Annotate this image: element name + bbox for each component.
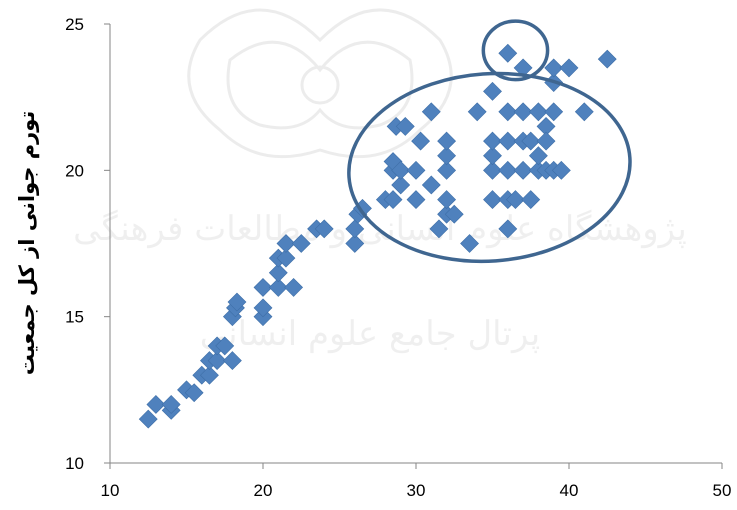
y-tick-label: 10 (65, 454, 84, 473)
data-point (544, 102, 564, 122)
watermark-text-2: پرتال جامع علوم انسانی (200, 314, 540, 354)
data-point (467, 102, 487, 122)
data-point (284, 277, 304, 297)
data-point (222, 351, 242, 370)
data-point (253, 277, 273, 297)
data-point (437, 146, 457, 166)
data-point (314, 219, 334, 239)
data-point (513, 58, 533, 78)
data-point (551, 160, 571, 180)
data-point (138, 409, 158, 429)
data-point (498, 102, 518, 122)
data-point (483, 160, 502, 180)
y-tick-label: 20 (65, 161, 84, 180)
x-tick-label: 10 (101, 481, 120, 500)
data-point (536, 131, 556, 151)
y-tick-label: 15 (65, 308, 84, 327)
highlight-circle-small (481, 19, 550, 82)
data-point (383, 190, 403, 210)
data-point (406, 190, 426, 210)
data-point (268, 263, 288, 283)
highlight-ellipse-large (347, 71, 632, 264)
data-point (227, 292, 247, 312)
data-point (498, 219, 518, 239)
data-point (506, 190, 525, 210)
x-tick-label: 20 (254, 481, 273, 500)
data-point (215, 336, 235, 356)
data-point (437, 131, 457, 151)
y-tick-labels: 10 15 20 25 (65, 15, 84, 473)
data-point (460, 234, 479, 253)
watermark: پژوهشگاه علوم انسانی و مطالعات فرهنگی پر… (73, 8, 687, 354)
data-point (184, 383, 204, 403)
data-point (291, 234, 311, 253)
data-points (138, 43, 617, 429)
annotations (347, 19, 632, 264)
watermark-emblem (187, 8, 453, 159)
data-point (276, 234, 296, 253)
data-point (528, 146, 548, 166)
data-point (483, 131, 502, 151)
data-point (411, 131, 431, 151)
data-point (513, 160, 533, 180)
data-point (276, 248, 296, 268)
data-point (513, 102, 533, 122)
x-tick-label: 30 (407, 481, 426, 500)
data-point (521, 190, 541, 210)
data-point (498, 131, 518, 151)
y-axis-label: تورم جوانی از کل جمعیت (15, 111, 39, 376)
data-point (498, 160, 518, 180)
data-point (574, 102, 594, 122)
data-point (406, 160, 426, 180)
data-point (437, 190, 457, 210)
data-point (544, 58, 564, 78)
data-point (253, 298, 273, 318)
data-point (483, 146, 502, 166)
data-point (391, 160, 411, 180)
axes (104, 23, 723, 469)
data-point (429, 219, 449, 239)
data-point (395, 117, 415, 136)
data-point (521, 131, 541, 151)
data-point (421, 175, 441, 195)
data-point (597, 49, 617, 69)
data-point (146, 395, 166, 414)
data-point (200, 365, 219, 385)
x-tick-label: 40 (560, 481, 579, 500)
data-point (437, 160, 457, 180)
data-point (528, 102, 548, 122)
data-point (391, 175, 411, 195)
data-point (498, 43, 518, 63)
data-point (161, 395, 181, 414)
data-point (483, 190, 502, 210)
data-point (268, 277, 288, 297)
x-tick-label: 50 (713, 481, 732, 500)
x-tick-labels: 10 20 30 40 50 (101, 481, 732, 500)
data-point (345, 219, 365, 239)
data-point (444, 204, 464, 224)
y-tick-label: 25 (65, 15, 84, 34)
data-point (345, 234, 365, 253)
data-point (483, 81, 502, 101)
data-point (207, 351, 227, 370)
data-point (559, 58, 579, 78)
data-point (421, 102, 441, 122)
